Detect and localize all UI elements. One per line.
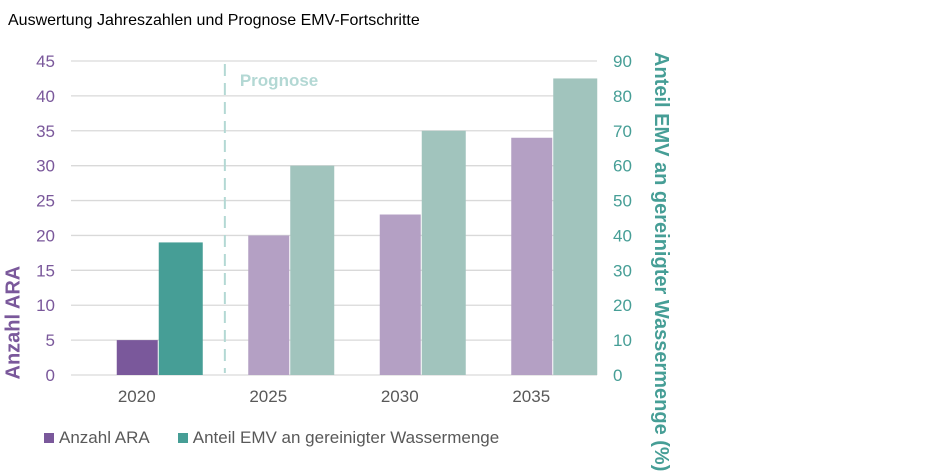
right-tick-label: 80 — [613, 87, 632, 106]
left-tick-label: 30 — [36, 157, 55, 176]
legend: Anzahl ARA Anteil EMV an gereinigter Was… — [44, 428, 499, 448]
bar-anzahl-ara-2035 — [511, 137, 553, 375]
left-tick-label: 20 — [36, 226, 55, 245]
legend-swatch — [44, 433, 54, 443]
x-tick-label: 2020 — [118, 387, 156, 406]
right-tick-label: 0 — [613, 366, 622, 385]
legend-label: Anzahl ARA — [59, 428, 150, 447]
x-tick-label: 2035 — [512, 387, 550, 406]
right-tick-label: 20 — [613, 296, 632, 315]
bar-anzahl-ara-2030 — [379, 214, 421, 375]
left-tick-label: 5 — [46, 331, 55, 350]
x-tick-label: 2025 — [249, 387, 287, 406]
right-tick-label: 50 — [613, 192, 632, 211]
bar-anteil-emv-2030 — [421, 130, 466, 375]
x-tick-label: 2030 — [381, 387, 419, 406]
left-tick-label: 45 — [36, 52, 55, 71]
right-tick-label: 10 — [613, 331, 632, 350]
chart-title: Auswertung Jahreszahlen und Prognose EMV… — [8, 12, 420, 29]
left-tick-label: 25 — [36, 192, 55, 211]
left-tick-label: 10 — [36, 296, 55, 315]
prognose-annotation: Prognose — [240, 71, 318, 90]
left-tick-label: 35 — [36, 122, 55, 141]
legend-label: Anteil EMV an gereinigter Wassermenge — [192, 428, 500, 447]
bar-anteil-emv-2035 — [553, 78, 598, 375]
bar-anteil-emv-2025 — [290, 165, 335, 375]
bar-anzahl-ara-2025 — [248, 235, 290, 375]
bar-anteil-emv-2020 — [158, 242, 203, 375]
left-tick-label: 15 — [36, 261, 55, 280]
left-tick-label: 40 — [36, 87, 55, 106]
legend-swatch — [177, 433, 188, 443]
left-tick-label: 0 — [46, 366, 55, 385]
right-axis-title: Anteil EMV an gereinigter Wassermenge (%… — [650, 52, 672, 472]
right-tick-label: 60 — [613, 157, 632, 176]
legend-item-anzahl-ara: Anzahl ARA — [44, 428, 150, 448]
right-tick-label: 70 — [613, 122, 632, 141]
right-tick-label: 30 — [613, 261, 632, 280]
legend-item-anteil-emv: Anteil EMV an gereinigter Wassermenge — [177, 428, 500, 448]
right-tick-label: 90 — [613, 52, 632, 71]
right-tick-label: 40 — [613, 226, 632, 245]
bar-anzahl-ara-2020 — [116, 340, 158, 375]
